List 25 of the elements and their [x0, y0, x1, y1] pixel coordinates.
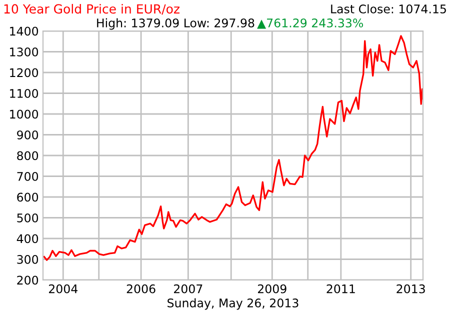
y-tick-label: 600: [17, 192, 38, 202]
line-series: [43, 35, 423, 261]
text: Sunday, May 26, 2013: [168, 298, 298, 310]
chart-subtitle: High: 1379.09 Low: 297.98: [97, 18, 254, 30]
y-tick-label: 800: [17, 151, 38, 160]
y-tick-label: 900: [17, 130, 38, 140]
x-tick-label: 2013: [396, 284, 425, 294]
text: ▲761.29 243.33%: [257, 18, 364, 29]
x-tick-label: 2011: [326, 284, 355, 294]
x-tick-label: 2009: [258, 284, 286, 294]
y-tick-label: 1000: [10, 110, 38, 119]
x-tick-label: 2007: [174, 284, 202, 294]
y-tick-label: 1300: [10, 47, 38, 56]
text: Last Close: 1074.15: [331, 4, 446, 14]
y-tick-label: 1400: [10, 26, 38, 36]
x-tick-label: 2006: [126, 284, 156, 294]
y-tick-label: 400: [16, 234, 38, 244]
chart-title: 10 Year Gold Price in EUR/oz: [4, 4, 180, 15]
y-tick-label: 700: [17, 172, 38, 181]
y-tick-label: 500: [17, 213, 38, 222]
y-tick-label: 300: [17, 254, 38, 264]
y-tick-label: 1100: [10, 88, 38, 98]
y-tick-label: 200: [17, 276, 38, 285]
y-tick-label: 1200: [10, 68, 38, 78]
x-tick-label: 2004: [48, 284, 78, 294]
